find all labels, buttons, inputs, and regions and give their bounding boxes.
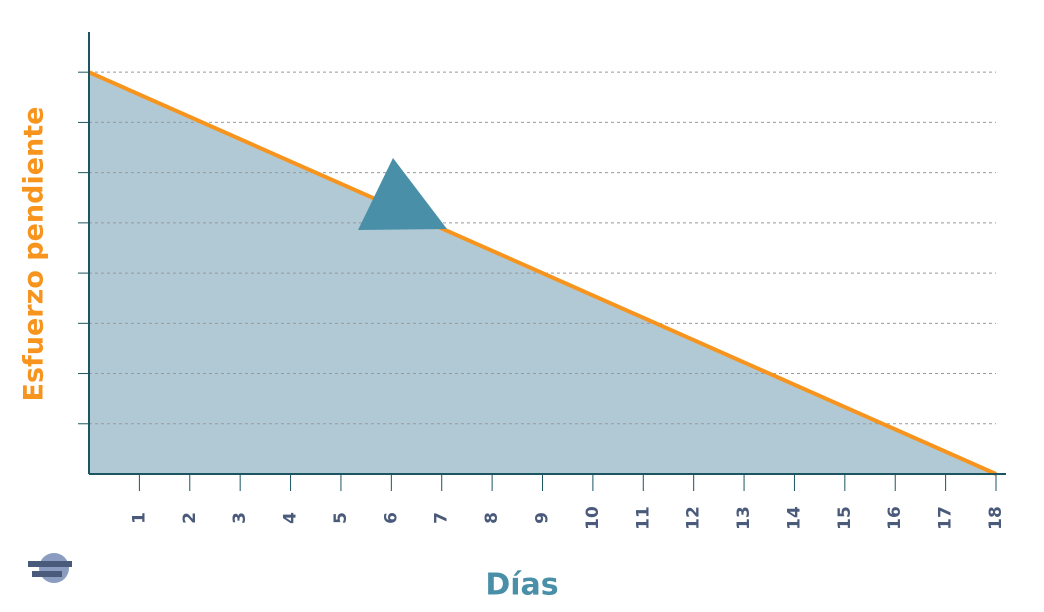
x-axis-label: Días bbox=[485, 568, 558, 603]
x-tick-label: 5 bbox=[331, 512, 351, 524]
x-tick-label: 8 bbox=[482, 512, 502, 524]
x-tick-label: 17 bbox=[936, 506, 956, 530]
x-tick-label: 3 bbox=[230, 512, 250, 524]
x-tick-label: 16 bbox=[885, 506, 905, 530]
logo-circle bbox=[39, 553, 69, 583]
x-tick-label: 11 bbox=[633, 506, 653, 530]
x-tick-label: 14 bbox=[784, 506, 804, 530]
logo-bar bbox=[32, 571, 62, 577]
line bbox=[88, 70, 997, 476]
x-tick-label: 6 bbox=[381, 512, 401, 524]
x-tick-label: 12 bbox=[684, 506, 704, 530]
x-tick-label: 2 bbox=[180, 512, 200, 524]
x-tick-label: 10 bbox=[583, 506, 603, 530]
x-tick-label: 15 bbox=[835, 506, 855, 530]
x-tick-label: 7 bbox=[432, 512, 452, 524]
x-tick-label: 9 bbox=[533, 512, 553, 524]
marker-triangle bbox=[358, 158, 447, 230]
x-tick-label: 13 bbox=[734, 506, 754, 530]
plot: 1 2 3 4 5 6 7 8 9 10 11 12 13 14 15 16 17 18 bbox=[78, 32, 1006, 530]
x-tick-label: 1 bbox=[129, 512, 149, 524]
x-tick-label: 18 bbox=[986, 506, 1006, 530]
x-tick-label: 4 bbox=[281, 512, 301, 524]
logo-bar bbox=[28, 561, 72, 567]
y-axis-label: Esfuerzo pendiente bbox=[19, 107, 50, 402]
logo bbox=[28, 553, 72, 583]
